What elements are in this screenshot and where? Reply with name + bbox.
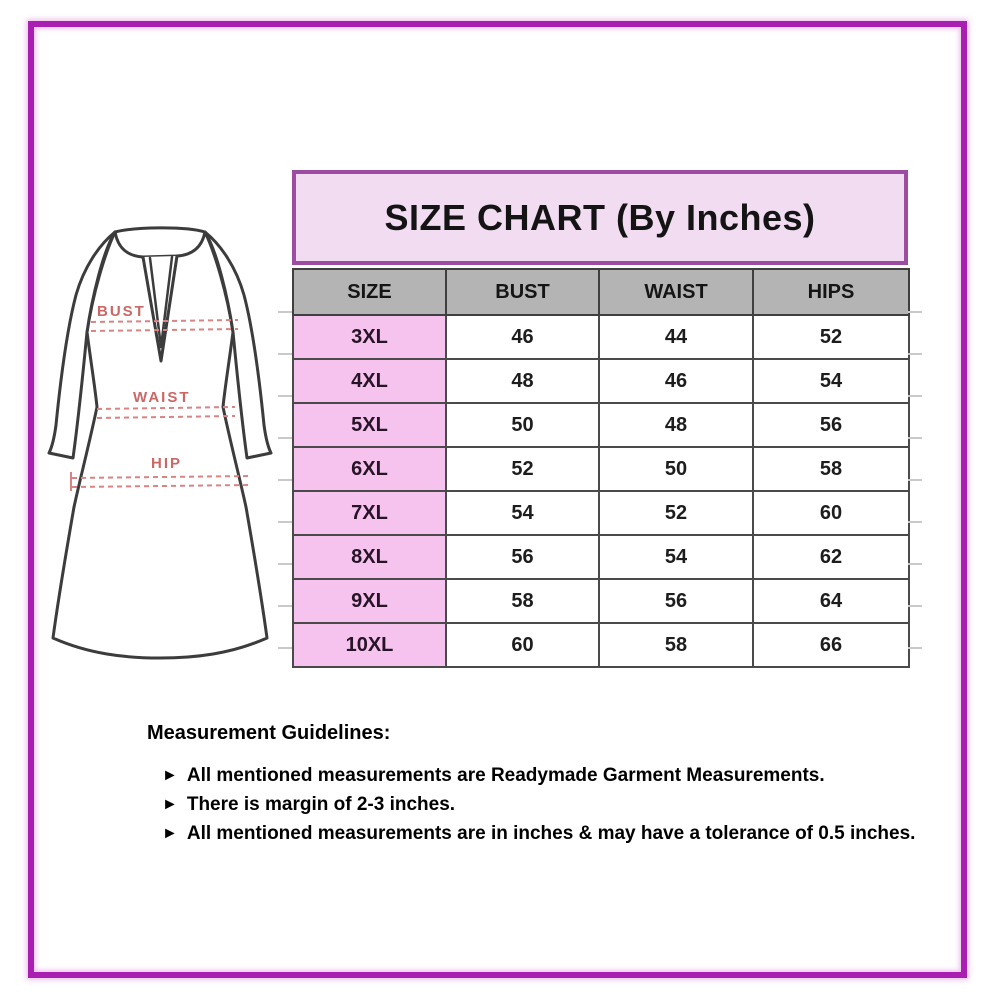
bust-value: 56 — [445, 534, 600, 580]
column-header-size: SIZE — [292, 268, 447, 316]
waist-value: 46 — [598, 358, 754, 404]
waist-value: 48 — [598, 402, 754, 448]
hips-value: 52 — [752, 314, 910, 360]
garment-left-sleeve — [47, 230, 117, 460]
table-row: 4XL 48 46 54 — [292, 358, 910, 404]
bust-value: 48 — [445, 358, 600, 404]
size-value: 6XL — [292, 446, 447, 492]
gridline-stub — [908, 395, 922, 397]
guideline-item: ► There is margin of 2-3 inches. — [162, 794, 915, 816]
size-value: 7XL — [292, 490, 447, 536]
waist-label: WAIST — [133, 389, 191, 406]
gridline-stub — [278, 353, 292, 355]
column-header-bust: BUST — [445, 268, 600, 316]
bust-value: 50 — [445, 402, 600, 448]
waist-value: 52 — [598, 490, 754, 536]
hips-value: 60 — [752, 490, 910, 536]
gridline-stub — [278, 563, 292, 565]
gridline-stub — [278, 479, 292, 481]
waist-value: 54 — [598, 534, 754, 580]
gridline-stub — [908, 479, 922, 481]
garment-placket-inner — [148, 255, 174, 349]
gridline-stub — [278, 521, 292, 523]
measurement-guidelines: Measurement Guidelines: ► All mentioned … — [147, 722, 915, 852]
hip-label: HIP — [151, 455, 182, 472]
waist-value: 58 — [598, 622, 754, 668]
gridline-stub — [908, 563, 922, 565]
gridline-stub — [278, 647, 292, 649]
gridline-stub — [908, 605, 922, 607]
garment-line-drawing: BUST WAIST HIP — [47, 226, 273, 660]
size-chart-title: SIZE CHART (By Inches) — [292, 170, 908, 265]
waist-value: 44 — [598, 314, 754, 360]
gridline-stub — [908, 437, 922, 439]
image-border-frame — [28, 21, 967, 978]
bust-value: 52 — [445, 446, 600, 492]
bust-value: 58 — [445, 578, 600, 624]
size-value: 8XL — [292, 534, 447, 580]
size-table: SIZE BUST WAIST HIPS 3XL 46 44 52 4XL 48… — [292, 268, 910, 668]
waist-value: 50 — [598, 446, 754, 492]
table-row: 3XL 46 44 52 — [292, 314, 910, 360]
guideline-text: There is margin of 2-3 inches. — [186, 794, 456, 815]
bust-value: 54 — [445, 490, 600, 536]
table-row: 6XL 52 50 58 — [292, 446, 910, 492]
size-value: 10XL — [292, 622, 447, 668]
column-header-hips: HIPS — [752, 268, 910, 316]
gridline-stub — [278, 395, 292, 397]
size-value: 4XL — [292, 358, 447, 404]
bust-label: BUST — [97, 303, 146, 320]
table-row: 8XL 56 54 62 — [292, 534, 910, 580]
waist-value: 56 — [598, 578, 754, 624]
size-value: 9XL — [292, 578, 447, 624]
gridline-stub — [278, 437, 292, 439]
hips-value: 58 — [752, 446, 910, 492]
size-table-header-row: SIZE BUST WAIST HIPS — [292, 268, 910, 316]
hips-value: 56 — [752, 402, 910, 448]
table-row: 10XL 60 58 66 — [292, 622, 910, 668]
guideline-item: ► All mentioned measurements are Readyma… — [162, 765, 915, 787]
size-chart: SIZE CHART (By Inches) SIZE BUST WAIST H… — [292, 170, 910, 668]
bust-value: 60 — [445, 622, 600, 668]
gridline-stub — [278, 605, 292, 607]
hip-measure-line — [71, 475, 252, 488]
gridline-stub — [908, 647, 922, 649]
hips-value: 64 — [752, 578, 910, 624]
table-row: 5XL 50 48 56 — [292, 402, 910, 448]
bust-measure-line — [90, 319, 239, 332]
size-value: 5XL — [292, 402, 447, 448]
gridline-stub — [278, 311, 292, 313]
garment-right-sleeve — [203, 230, 273, 460]
arrow-bullet-icon: ► — [162, 796, 178, 813]
table-row: 7XL 54 52 60 — [292, 490, 910, 536]
arrow-bullet-icon: ► — [162, 825, 178, 842]
hips-value: 62 — [752, 534, 910, 580]
column-header-waist: WAIST — [598, 268, 754, 316]
gridline-stub — [908, 521, 922, 523]
guideline-text: All mentioned measurements are Readymade… — [186, 765, 825, 786]
gridline-stub — [908, 353, 922, 355]
gridline-stub — [908, 311, 922, 313]
guideline-item: ► All mentioned measurements are in inch… — [162, 823, 915, 845]
guideline-text: All mentioned measurements are in inches… — [186, 823, 916, 844]
table-row: 9XL 58 56 64 — [292, 578, 910, 624]
hips-value: 66 — [752, 622, 910, 668]
guidelines-heading: Measurement Guidelines: — [147, 722, 391, 744]
arrow-bullet-icon: ► — [162, 767, 178, 784]
hips-value: 54 — [752, 358, 910, 404]
size-value: 3XL — [292, 314, 447, 360]
bust-value: 46 — [445, 314, 600, 360]
